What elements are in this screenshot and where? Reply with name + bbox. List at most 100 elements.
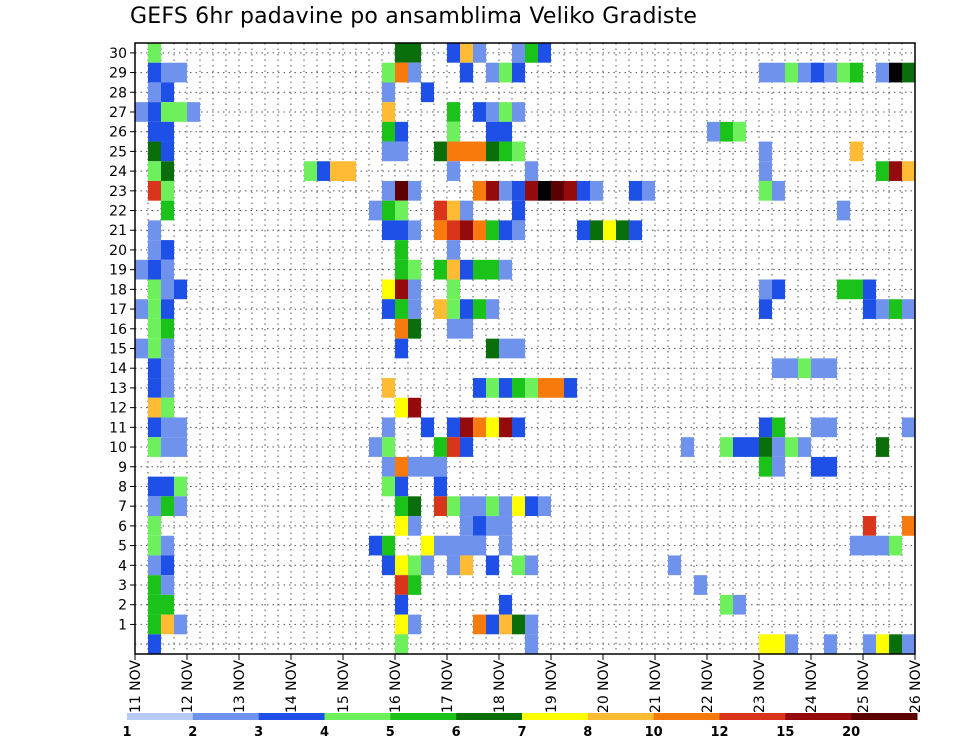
heatmap-cell xyxy=(408,299,421,319)
heatmap-cell xyxy=(512,378,525,398)
heatmap-cell xyxy=(421,555,434,576)
heatmap-cell xyxy=(824,634,837,654)
heatmap-cell xyxy=(889,161,902,181)
y-tick-label: 6 xyxy=(118,519,127,535)
heatmap-cell xyxy=(382,200,395,221)
heatmap-cell xyxy=(148,240,161,260)
heatmap-cell xyxy=(863,535,876,556)
y-tick-label: 21 xyxy=(109,223,127,239)
x-tick-label: 13 NOV xyxy=(232,660,248,714)
x-tick-label: 16 NOV xyxy=(388,660,404,714)
legend-label: 3 xyxy=(254,725,263,740)
heatmap-cell xyxy=(148,634,161,654)
heatmap-cell xyxy=(824,456,837,477)
y-tick-label: 24 xyxy=(109,164,127,180)
heatmap-cell xyxy=(382,82,395,103)
heatmap-cell xyxy=(577,220,590,241)
heatmap-cell xyxy=(759,634,772,654)
heatmap-cell xyxy=(499,220,512,241)
heatmap-cell xyxy=(408,259,421,280)
legend-label: 20 xyxy=(842,725,860,740)
heatmap-cell xyxy=(395,180,408,201)
y-tick-label: 8 xyxy=(118,479,127,495)
heatmap-cell xyxy=(902,62,915,83)
y-tick-label: 25 xyxy=(109,144,127,160)
heatmap-cell xyxy=(447,220,460,241)
heatmap-cell xyxy=(395,634,408,654)
heatmap-cell xyxy=(486,378,499,398)
heatmap-cell xyxy=(603,220,616,241)
x-tick-label: 11 NOV xyxy=(128,660,144,714)
heatmap-cell xyxy=(447,555,460,576)
heatmap-cell xyxy=(382,299,395,319)
y-tick-label: 13 xyxy=(109,381,127,397)
heatmap-cell xyxy=(590,180,603,201)
heatmap-cell xyxy=(434,437,447,457)
heatmap-cell xyxy=(759,437,772,457)
heatmap-cell xyxy=(473,220,486,241)
heatmap-cell xyxy=(889,299,902,319)
x-tick-label: 25 NOV xyxy=(856,660,872,714)
heatmap-cell xyxy=(135,102,148,122)
heatmap-cell xyxy=(148,141,161,162)
heatmap-cell xyxy=(473,102,486,122)
heatmap-cell xyxy=(473,614,486,635)
heatmap-cell xyxy=(785,634,798,654)
heatmap-cell xyxy=(499,259,512,280)
heatmap-cell xyxy=(148,496,161,517)
heatmap-cell xyxy=(876,299,889,319)
heatmap-cell xyxy=(148,318,161,339)
heatmap-cell xyxy=(889,535,902,556)
heatmap-cell xyxy=(174,279,187,300)
heatmap-cell xyxy=(408,397,421,418)
heatmap-cell xyxy=(850,279,863,300)
heatmap-cell xyxy=(525,378,538,398)
heatmap-cell xyxy=(174,417,187,438)
legend-swatch xyxy=(127,713,194,720)
heatmap-cell xyxy=(499,516,512,536)
heatmap-cell xyxy=(538,180,551,201)
heatmap-cell xyxy=(551,180,564,201)
x-tick-label: 23 NOV xyxy=(752,660,768,714)
heatmap-cell xyxy=(798,62,811,83)
heatmap-cell xyxy=(395,575,408,595)
heatmap-cell xyxy=(161,594,174,615)
heatmap-cell xyxy=(148,279,161,300)
heatmap-cell xyxy=(460,220,473,241)
heatmap-cell xyxy=(148,437,161,457)
heatmap-cell xyxy=(837,279,850,300)
heatmap-cell xyxy=(148,358,161,379)
heatmap-cell xyxy=(824,358,837,379)
heatmap-cell xyxy=(902,516,915,536)
heatmap-cell xyxy=(499,378,512,398)
heatmap-cell xyxy=(447,161,460,181)
heatmap-cell xyxy=(447,240,460,260)
heatmap-cell xyxy=(733,437,746,457)
heatmap-cell xyxy=(395,299,408,319)
heatmap-cell xyxy=(460,299,473,319)
heatmap-cell xyxy=(499,338,512,359)
heatmap-cell xyxy=(616,220,629,241)
heatmap-cell xyxy=(447,279,460,300)
heatmap-cell xyxy=(668,555,681,576)
y-tick-label: 18 xyxy=(109,282,127,298)
heatmap-cell xyxy=(408,456,421,477)
heatmap-cell xyxy=(759,299,772,319)
heatmap-cell xyxy=(161,535,174,556)
heatmap-cell xyxy=(447,417,460,438)
heatmap-cell xyxy=(421,535,434,556)
heatmap-cell xyxy=(850,141,863,162)
heatmap-cell xyxy=(473,417,486,438)
heatmap-cell xyxy=(460,417,473,438)
heatmap-cell xyxy=(902,161,915,181)
heatmap-cell xyxy=(161,378,174,398)
heatmap-cell xyxy=(434,200,447,221)
y-tick-label: 27 xyxy=(109,105,127,121)
heatmap-cell xyxy=(382,121,395,142)
heatmap-cell xyxy=(382,417,395,438)
heatmap-cell xyxy=(148,82,161,103)
legend-label: 8 xyxy=(583,725,592,740)
x-tick-label: 24 NOV xyxy=(804,660,820,714)
heatmap-cell xyxy=(772,358,785,379)
